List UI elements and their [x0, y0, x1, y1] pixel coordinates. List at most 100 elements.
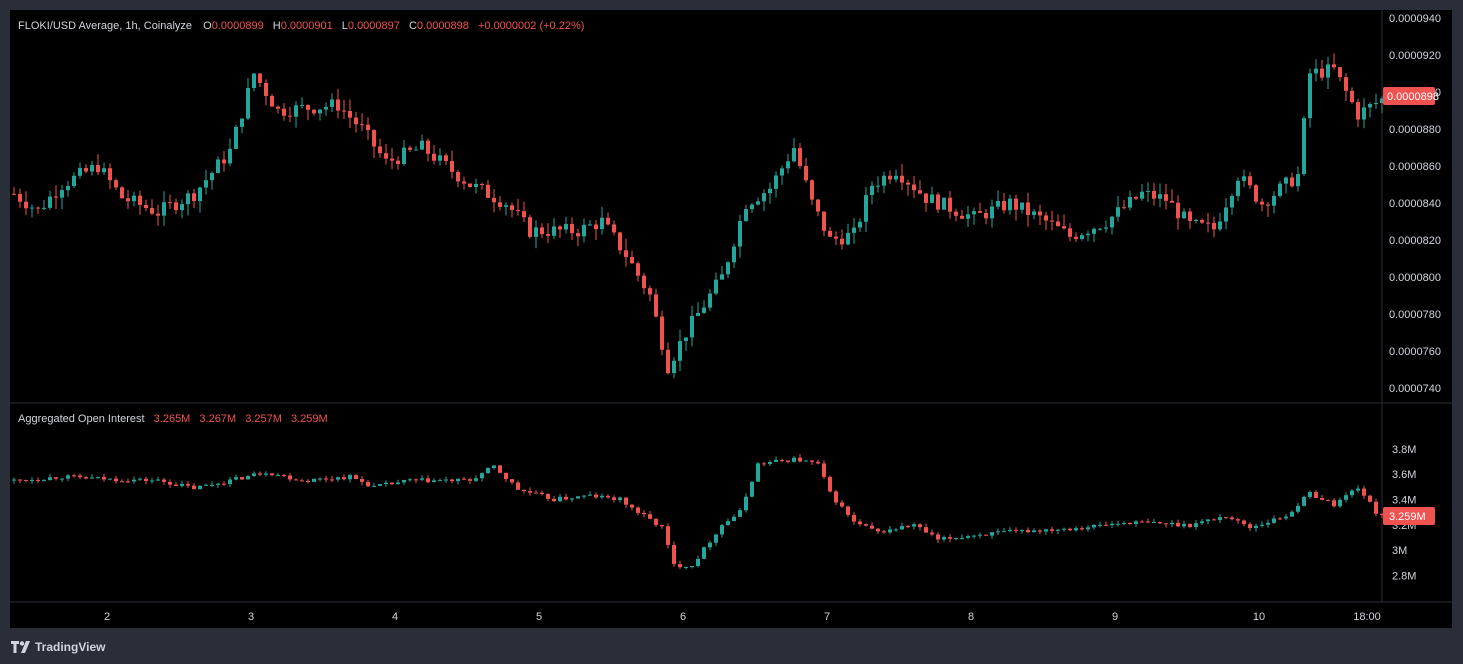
oi-candle — [924, 527, 928, 533]
oi-candle — [660, 524, 664, 527]
price-candle — [606, 217, 610, 225]
price-candle — [450, 161, 454, 172]
price-candle — [864, 195, 868, 222]
price-candle — [432, 153, 436, 161]
price-candle — [858, 221, 862, 228]
price-candle — [312, 109, 316, 114]
chart-canvas[interactable]: 0.00009400.00009200.00009000.00008800.00… — [10, 10, 1454, 630]
legend-main[interactable]: FLOKI/USD Average, 1h, Coinalyze O0.0000… — [18, 20, 584, 32]
oi-candle — [258, 473, 262, 475]
symbol-title[interactable]: FLOKI/USD Average, 1h, Coinalyze — [18, 20, 192, 32]
price-candle — [234, 126, 238, 149]
oi-candle — [1338, 499, 1342, 507]
close-value: 0.0000898 — [417, 20, 469, 32]
price-candle — [1374, 103, 1378, 105]
price-candle — [1038, 211, 1042, 216]
oi-open: 3.265M — [154, 413, 191, 425]
oi-candle — [906, 526, 910, 528]
oi-candle — [1140, 521, 1144, 523]
price-candle — [342, 110, 346, 112]
price-candle — [558, 226, 562, 230]
tradingview-brand[interactable]: TradingView — [11, 638, 105, 656]
open-value: 0.0000899 — [212, 20, 264, 32]
open-interest-candles — [12, 454, 1390, 570]
oi-title[interactable]: Aggregated Open Interest — [18, 413, 145, 425]
oi-candle — [996, 531, 1000, 533]
oi-candle — [612, 497, 616, 500]
price-candle — [12, 193, 16, 195]
price-candle — [1014, 198, 1018, 210]
oi-candle — [36, 480, 40, 482]
oi-candle — [1254, 525, 1258, 529]
oi-tick-label: 3M — [1392, 545, 1407, 557]
legend-open-interest[interactable]: Aggregated Open Interest 3.265M 3.267M 3… — [18, 413, 328, 425]
price-candle — [1308, 73, 1312, 119]
oi-candle — [1074, 528, 1078, 531]
price-candle — [1146, 190, 1150, 192]
price-candle — [264, 82, 268, 96]
price-axis[interactable]: 0.00009400.00009200.00009000.00008800.00… — [1389, 13, 1441, 395]
price-candle — [1236, 180, 1240, 197]
price-candle — [1368, 103, 1372, 108]
price-candle — [360, 124, 364, 126]
oi-candle — [792, 457, 796, 462]
oi-candle — [1236, 519, 1240, 521]
price-tick-label: 0.0000860 — [1389, 161, 1441, 173]
price-candle — [36, 207, 40, 209]
price-candle — [816, 199, 820, 212]
oi-candle — [1020, 530, 1024, 532]
price-candle — [1080, 235, 1084, 240]
price-candle — [1032, 211, 1036, 215]
oi-candle — [744, 496, 748, 511]
oi-candle — [246, 475, 250, 480]
price-candle — [786, 161, 790, 169]
price-candle — [1266, 204, 1270, 206]
price-candle — [60, 190, 64, 198]
price-tick-label: 0.0000740 — [1389, 383, 1441, 395]
high-label: H — [273, 20, 281, 32]
price-candle — [1002, 201, 1006, 211]
price-candle — [438, 155, 442, 161]
price-candle — [156, 213, 160, 216]
price-candle — [1224, 207, 1228, 222]
price-candle — [246, 88, 250, 119]
oi-candle — [900, 526, 904, 530]
oi-candle — [1356, 488, 1360, 491]
brand-name: TradingView — [35, 640, 106, 654]
oi-candle — [384, 482, 388, 485]
price-candle — [18, 193, 22, 202]
price-candle — [654, 294, 658, 317]
price-candle — [144, 204, 148, 209]
time-axis[interactable]: 2 3 4 5 6 7 8 9 10 18:00 — [104, 611, 1381, 623]
price-candle — [138, 195, 142, 205]
low-label: L — [342, 20, 348, 32]
price-candle — [690, 315, 694, 338]
price-candle — [1134, 196, 1138, 199]
price-candle — [468, 183, 472, 188]
price-candle — [924, 193, 928, 203]
oi-candle — [114, 478, 118, 482]
oi-candle — [1110, 523, 1114, 526]
last-price-tag-bg — [1383, 87, 1435, 105]
oi-candle — [786, 460, 790, 462]
price-candle — [294, 105, 298, 117]
oi-candle — [1116, 523, 1120, 525]
oi-candle — [342, 477, 346, 480]
oi-candle — [462, 478, 466, 480]
oi-candle — [738, 510, 742, 517]
price-candle — [1182, 211, 1186, 219]
price-candle — [402, 147, 406, 165]
price-candle — [954, 211, 958, 216]
price-candle — [1092, 228, 1096, 234]
oi-candle — [720, 525, 724, 535]
oi-candle — [420, 478, 424, 480]
oi-candle — [1212, 519, 1216, 521]
chart-frame: 0.00009400.00009200.00009000.00008800.00… — [9, 9, 1454, 630]
price-candle — [396, 160, 400, 165]
oi-tick-label: 3.4M — [1392, 495, 1416, 507]
oi-candle — [930, 532, 934, 535]
oi-candle — [12, 479, 16, 481]
price-candle — [804, 166, 808, 181]
price-candle — [1350, 90, 1354, 103]
price-candle — [594, 224, 598, 230]
